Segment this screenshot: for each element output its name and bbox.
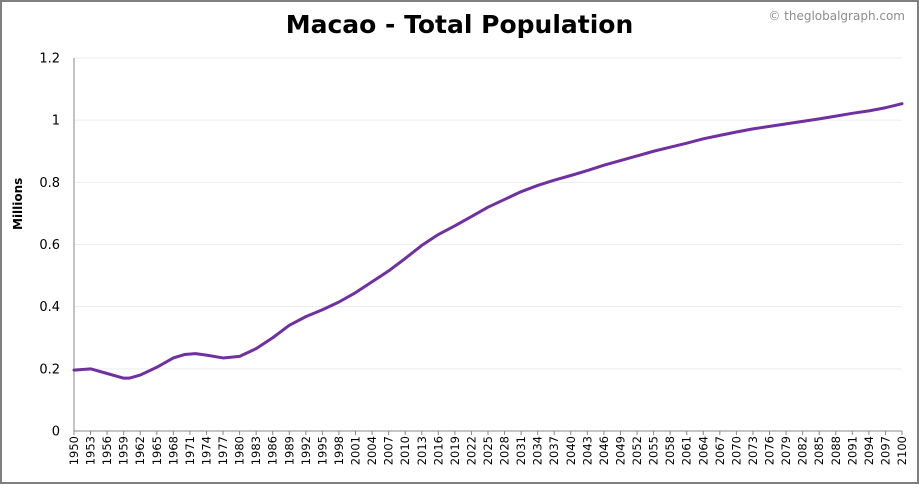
x-tick-label: 2100 (895, 436, 909, 465)
x-tick-label: 2034 (531, 436, 545, 465)
x-tick-label: 1980 (233, 436, 247, 465)
x-tick-label: 1953 (84, 436, 98, 465)
x-tick-label: 1998 (332, 436, 346, 465)
x-tick-label: 2010 (398, 436, 412, 465)
population-line (72, 102, 904, 380)
x-tick-label: 2064 (696, 436, 710, 465)
x-tick-label: 2082 (796, 436, 810, 465)
x-tick-label: 1956 (100, 436, 114, 465)
x-tick-label: 2076 (763, 436, 777, 465)
x-tick-label: 1959 (117, 436, 131, 465)
x-tick-label: 2004 (365, 436, 379, 465)
x-tick-label: 2085 (812, 436, 826, 465)
x-tick-label: 2091 (845, 436, 859, 465)
x-tick-label: 1962 (133, 436, 147, 465)
y-tick-label: 0 (52, 425, 60, 440)
x-tick-label: 2079 (779, 436, 793, 465)
x-tick-label: 1995 (315, 436, 329, 465)
x-tick-label: 1986 (266, 436, 280, 465)
x-tick-label: 2061 (680, 436, 694, 465)
x-tick-label: 1965 (150, 436, 164, 465)
x-tick-label: 2043 (580, 436, 594, 465)
x-tick-label: 2040 (564, 436, 578, 465)
x-tick-label: 2007 (382, 436, 396, 465)
x-tick-label: 1992 (299, 436, 313, 465)
x-tick-label: 2073 (746, 436, 760, 465)
x-tick-label: 2022 (464, 436, 478, 465)
x-tick-label: 1968 (166, 436, 180, 465)
x-tick-label: 2001 (349, 436, 363, 465)
x-tick-label: 2052 (630, 436, 644, 465)
x-tick-label: 2067 (713, 436, 727, 465)
chart-title: Macao - Total Population (285, 10, 634, 39)
x-tick-label: 2049 (613, 436, 627, 465)
y-tick-label: 0.8 (39, 176, 60, 191)
x-tick-label: 1950 (67, 436, 81, 465)
x-tick-label: 1974 (199, 436, 213, 465)
y-tick-label: 0.6 (39, 238, 60, 253)
x-tick-label: 2037 (547, 436, 561, 465)
x-tick-label: 2070 (729, 436, 743, 465)
x-tick-label: 2088 (829, 436, 843, 465)
y-tick-label: 0.2 (39, 362, 60, 377)
x-tick-label: 1983 (249, 436, 263, 465)
x-tick-label: 1971 (183, 436, 197, 465)
x-tick-label: 2028 (498, 436, 512, 465)
x-tick-label: 2058 (663, 436, 677, 465)
x-tick-label: 2046 (597, 436, 611, 465)
y-tick-label: 1 (52, 114, 60, 129)
x-tick-label: 1977 (216, 436, 230, 465)
x-tick-label: 2025 (481, 436, 495, 465)
y-tick-label: 0.4 (39, 300, 60, 315)
x-tick-label: 2031 (514, 436, 528, 465)
x-tick-label: 2055 (647, 436, 661, 465)
x-tick-label: 2019 (448, 436, 462, 465)
x-tick-label: 2094 (862, 436, 876, 465)
x-tick-label: 1989 (282, 436, 296, 465)
x-tick-label: 2016 (431, 436, 445, 465)
y-tick-label: 1.2 (39, 52, 60, 67)
credit-text: © theglobalgraph.com (768, 9, 905, 23)
x-tick-label: 2097 (878, 436, 892, 465)
x-tick-label: 2013 (415, 436, 429, 465)
